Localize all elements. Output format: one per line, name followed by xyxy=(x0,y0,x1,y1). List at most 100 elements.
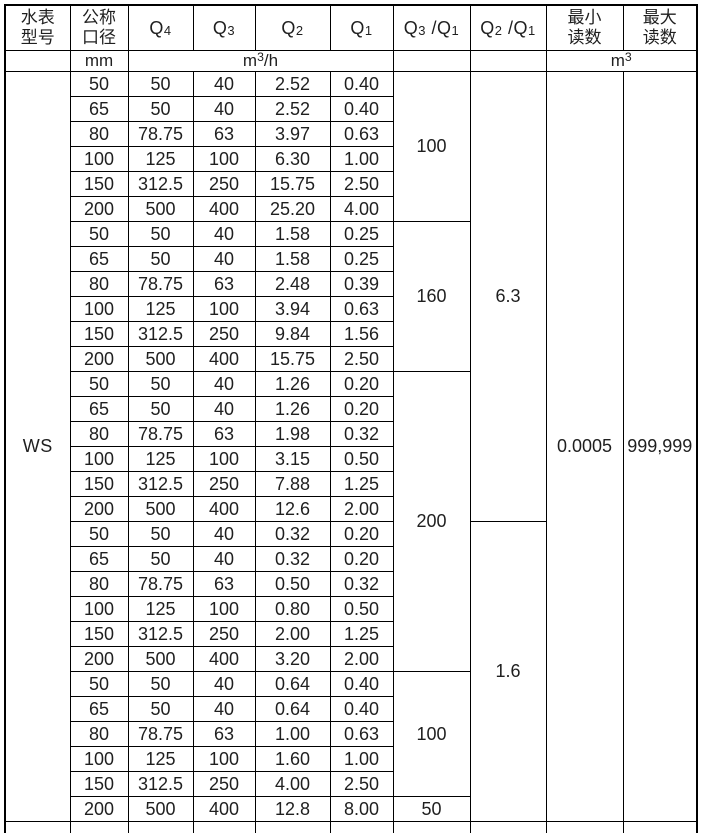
q3-cell: 250 xyxy=(192,171,256,197)
q1-cell: 2.00 xyxy=(329,646,394,672)
q1-cell: 1.25 xyxy=(329,621,394,647)
q3-cell: 400 xyxy=(192,796,256,822)
q4-cell: 125 xyxy=(127,596,194,622)
diameter-cell: 50 xyxy=(69,221,129,247)
q4-cell: 312.5 xyxy=(127,321,194,347)
q1-cell: 0.25 xyxy=(329,246,394,272)
q2-cell: 3.97 xyxy=(254,121,331,147)
q3-cell: 40 xyxy=(192,521,256,547)
table-row: 100 125 100 0.80 0.50 xyxy=(5,596,697,622)
unit-empty-q3q1-cell xyxy=(392,50,471,72)
q2-cell: 15.75 xyxy=(254,346,331,372)
table-row: 65 50 40 1.26 0.20 xyxy=(5,396,697,422)
diameter-cell: 65 xyxy=(69,546,129,572)
diameter-cell: 100 xyxy=(69,146,129,172)
diameter-cell: 200 xyxy=(69,346,129,372)
q3-cell: 63 xyxy=(192,121,256,147)
q2-cell: 12.8 xyxy=(254,796,331,822)
q2-q1-ratio-cell: 6.3 xyxy=(469,71,547,522)
q1-cell: 0.63 xyxy=(329,296,394,322)
q4-cell: 78.75 xyxy=(127,121,194,147)
q3-cell: 40 xyxy=(192,546,256,572)
q3-q1-ratio-cell: 100 xyxy=(392,671,471,797)
q4-cell: 50 xyxy=(127,71,194,97)
q4-cell: 78.75 xyxy=(127,271,194,297)
q4-cell: 312.5 xyxy=(127,771,194,797)
q4-cell: 50 xyxy=(127,521,194,547)
q3-cell: 400 xyxy=(192,346,256,372)
q1-cell: 0.40 xyxy=(329,96,394,122)
q2-cell: 0.80 xyxy=(254,596,331,622)
diameter-cell: 200 xyxy=(69,196,129,222)
q2-cell: 1.00 xyxy=(254,721,331,747)
min-reading-cell: 0.0005 xyxy=(545,71,624,822)
unit-empty-model-cell xyxy=(4,50,71,72)
q2-cell: 1.58 xyxy=(254,246,331,272)
q4-cell: 50 xyxy=(127,671,194,697)
q4-cell: 312.5 xyxy=(127,471,194,497)
q1-cell: 0.25 xyxy=(329,221,394,247)
diameter-cell: 65 xyxy=(69,396,129,422)
q1-cell: 0.20 xyxy=(329,396,394,422)
table-row: 150 312.5 250 9.84 1.56 xyxy=(5,321,697,347)
q3-cell: 400 xyxy=(192,646,256,672)
header-q1: Q1 xyxy=(329,4,394,51)
table-row: 100 125 100 3.94 0.63 xyxy=(5,296,697,322)
q4-cell: 125 xyxy=(127,746,194,772)
q4-cell: 500 xyxy=(127,196,194,222)
max-reading-cell: 999,999 xyxy=(622,71,698,822)
q1-cell: 1.00 xyxy=(329,746,394,772)
header-meter-model: 水表 型号 xyxy=(4,4,71,51)
header-q2-q1-ratio: Q2 /Q1 xyxy=(469,4,547,51)
table-row: 100 125 100 3.15 0.50 xyxy=(5,446,697,472)
diameter-cell: 65 xyxy=(69,696,129,722)
q3-cell: 250 xyxy=(192,771,256,797)
q1-cell: 0.40 xyxy=(329,671,394,697)
q3-cell: 250 xyxy=(192,621,256,647)
cutoff-cell xyxy=(329,821,394,833)
q3-cell: 100 xyxy=(192,146,256,172)
q1-cell: 2.50 xyxy=(329,771,394,797)
diameter-cell: 200 xyxy=(69,796,129,822)
cutoff-cell xyxy=(4,821,71,833)
diameter-cell: 100 xyxy=(69,746,129,772)
q1-cell: 0.32 xyxy=(329,421,394,447)
header-max-reading: 最大 读数 xyxy=(622,4,698,51)
water-meter-spec-table: 水表 型号 公称 口径 Q4 Q3 Q2 Q1 Q3 /Q1 Q2 /Q1 最小… xyxy=(4,4,698,833)
q2-cell: 1.60 xyxy=(254,746,331,772)
table-row: 200 500 400 25.20 4.00 xyxy=(5,196,697,222)
diameter-cell: 65 xyxy=(69,246,129,272)
cutoff-cell xyxy=(69,821,129,833)
meter-model-cell: WS xyxy=(4,71,71,822)
table-row: 150 312.5 250 4.00 2.50 xyxy=(5,771,697,797)
q2-cell: 1.26 xyxy=(254,371,331,397)
q2-cell: 2.52 xyxy=(254,71,331,97)
table-row: 100 125 100 1.60 1.00 xyxy=(5,746,697,772)
q3-cell: 40 xyxy=(192,246,256,272)
diameter-cell: 80 xyxy=(69,571,129,597)
q2-cell: 12.6 xyxy=(254,496,331,522)
unit-diameter-cell: mm xyxy=(69,50,129,72)
table-row: 200 500 400 15.75 2.50 xyxy=(5,346,697,372)
table-row: 200 500 400 3.20 2.00 xyxy=(5,646,697,672)
q1-cell: 1.00 xyxy=(329,146,394,172)
diameter-cell: 50 xyxy=(69,521,129,547)
diameter-cell: 150 xyxy=(69,171,129,197)
q1-cell: 0.50 xyxy=(329,446,394,472)
diameter-cell: 50 xyxy=(69,371,129,397)
table-row: 150 312.5 250 15.75 2.50 xyxy=(5,171,697,197)
q4-cell: 78.75 xyxy=(127,571,194,597)
header-diameter: 公称 口径 xyxy=(69,4,129,51)
q4-cell: 312.5 xyxy=(127,171,194,197)
cutoff-cell xyxy=(392,821,471,833)
diameter-cell: 100 xyxy=(69,296,129,322)
table-row: 200 500 400 12.8 8.00 50 xyxy=(5,796,697,822)
q4-cell: 50 xyxy=(127,396,194,422)
diameter-cell: 150 xyxy=(69,621,129,647)
q4-cell: 125 xyxy=(127,296,194,322)
q1-cell: 8.00 xyxy=(329,796,394,822)
table-row: 50 50 40 1.26 0.20 200 xyxy=(5,371,697,672)
q3-cell: 40 xyxy=(192,96,256,122)
q1-cell: 2.50 xyxy=(329,171,394,197)
q3-cell: 250 xyxy=(192,321,256,347)
